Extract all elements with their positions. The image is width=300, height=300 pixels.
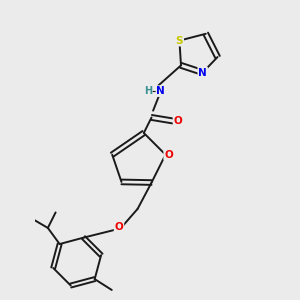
Text: N: N: [198, 68, 207, 77]
Text: S: S: [176, 36, 183, 46]
Text: O: O: [115, 222, 123, 232]
Text: O: O: [173, 116, 182, 126]
Text: O: O: [164, 150, 173, 160]
Text: H: H: [144, 86, 152, 96]
Text: N: N: [157, 86, 165, 96]
